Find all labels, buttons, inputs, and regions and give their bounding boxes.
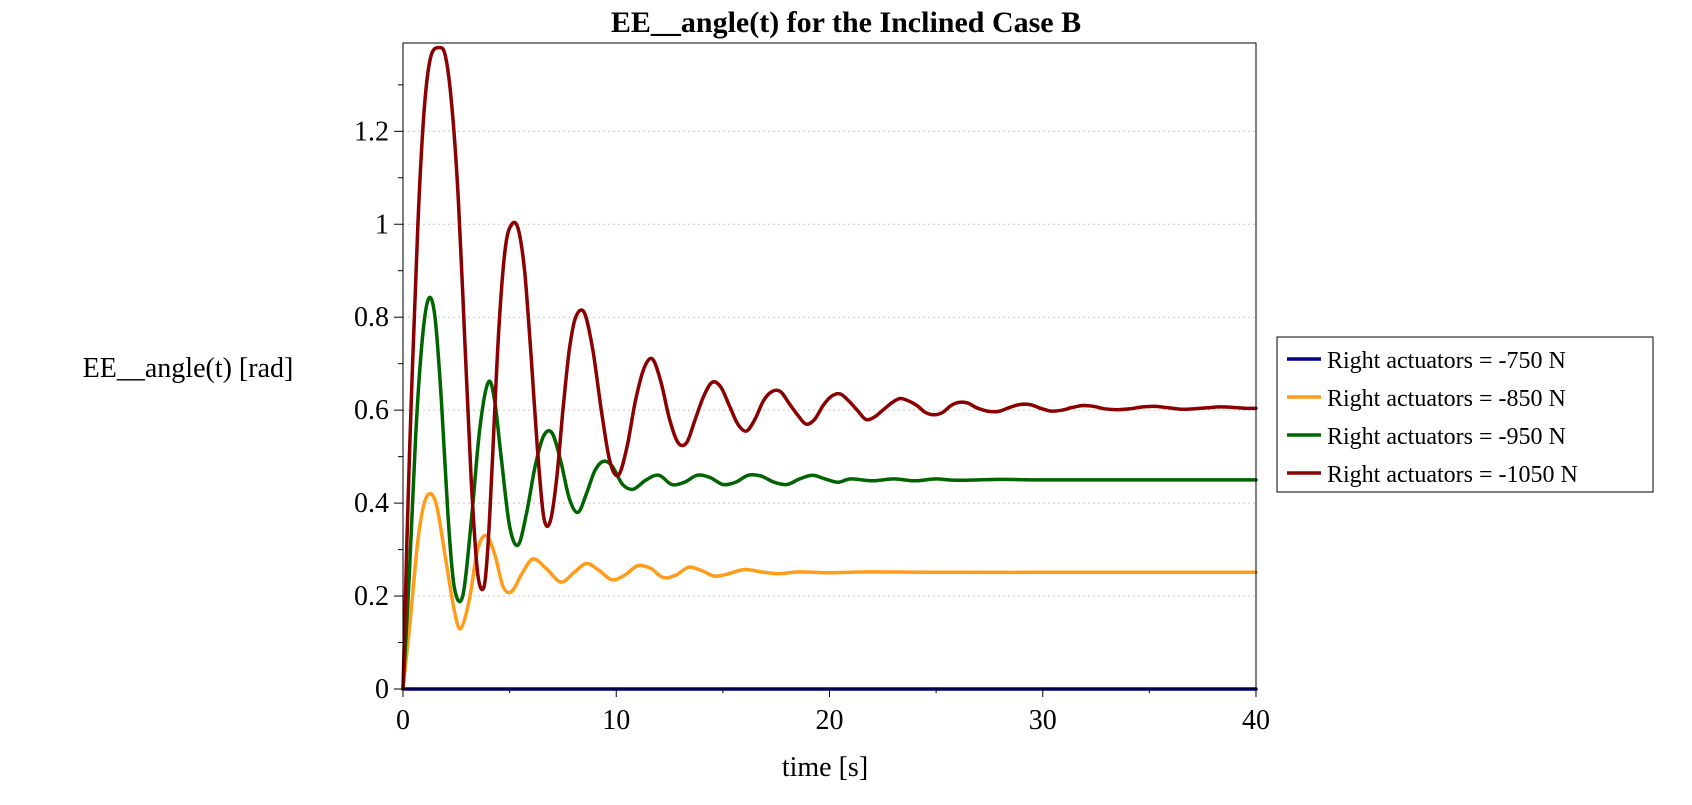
legend-label: Right actuators = -850 N — [1327, 386, 1566, 412]
y-tick-label: 0.4 — [354, 488, 389, 519]
series-layer — [401, 45, 1258, 691]
legend-label: Right actuators = -950 N — [1327, 424, 1566, 450]
y-tick-label: 0.2 — [354, 581, 389, 612]
axis-ticks: 0 0.2 0.4 0.6 0.8 1 1.2 0 10 20 30 40 — [354, 84, 1270, 736]
y-tick-label: 0 — [375, 674, 389, 705]
legend-label: Right actuators = -1050 N — [1327, 462, 1578, 488]
y-axis-label: EE__angle(t) [rad] — [83, 353, 294, 384]
x-axis-label: time [s] — [782, 752, 868, 783]
x-tick-label: 30 — [1029, 705, 1057, 736]
legend: Right actuators = -750 N Right actuators … — [1276, 336, 1654, 493]
y-tick-label: 0.6 — [354, 395, 389, 426]
y-tick-label: 1 — [375, 209, 389, 240]
series-line-850 — [401, 491, 1258, 691]
y-tick-label: 1.2 — [354, 116, 389, 147]
x-tick-label: 0 — [396, 705, 410, 736]
x-tick-label: 20 — [816, 705, 844, 736]
legend-box — [1276, 336, 1654, 493]
series-line-1050 — [401, 45, 1258, 691]
legend-label: Right actuators = -750 N — [1327, 348, 1566, 374]
y-tick-label: 0.8 — [354, 302, 389, 333]
x-tick-label: 10 — [602, 705, 630, 736]
chart-title: EE__angle(t) for the Inclined Case B — [611, 6, 1081, 39]
x-tick-label: 40 — [1242, 705, 1270, 736]
